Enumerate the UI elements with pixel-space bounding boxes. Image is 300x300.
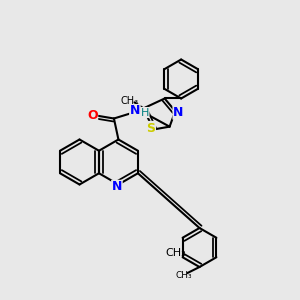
Text: CH₃: CH₃ [176,271,192,280]
Text: O: O [87,109,98,122]
Text: S: S [146,122,155,134]
Text: N: N [173,106,183,119]
Text: N: N [112,180,122,194]
Text: N: N [130,104,140,118]
Text: CH₃: CH₃ [121,96,139,106]
Text: H: H [141,107,149,118]
Text: CH₃: CH₃ [165,248,186,259]
